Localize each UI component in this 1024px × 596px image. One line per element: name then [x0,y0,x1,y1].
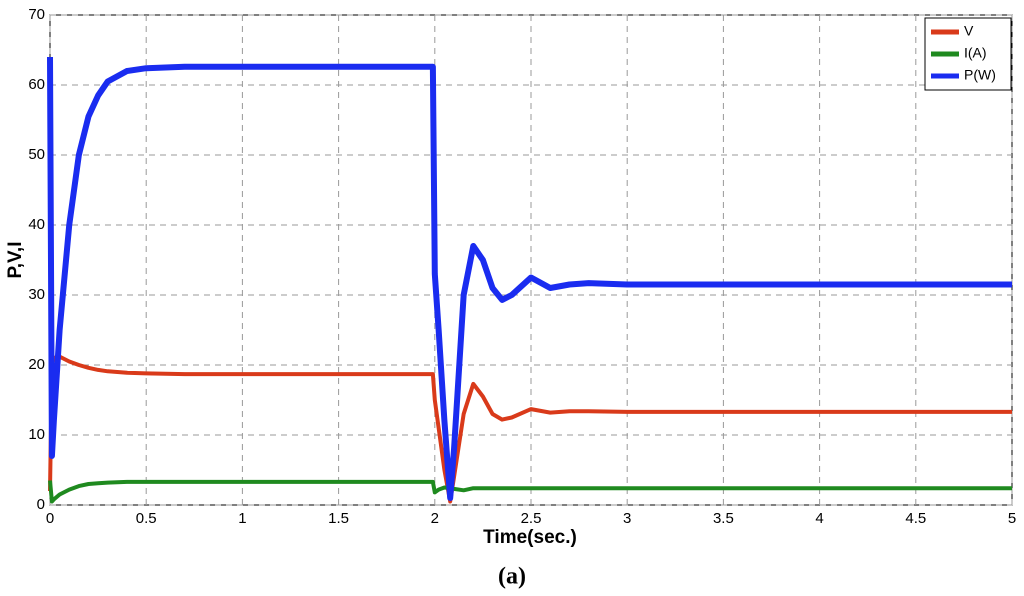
x-tick-label: 5 [1008,510,1016,527]
y-tick-label: 40 [28,216,45,233]
y-axis-label: P,V,I [5,242,26,279]
y-tick-label: 50 [28,146,45,163]
y-tick-label: 70 [28,6,45,23]
y-tick-label: 60 [28,76,45,93]
y-tick-label: 20 [28,356,45,373]
y-tick-label: 0 [37,496,45,513]
x-tick-label: 2.5 [521,510,542,527]
legend-label: P(W) [964,67,996,83]
caption: (a) [498,564,526,590]
series-line [48,354,1012,504]
x-tick-label: 0 [46,510,54,527]
y-tick-label: 10 [28,426,45,443]
legend-label: V [964,23,974,39]
x-tick-label: 3 [623,510,631,527]
x-tick-label: 4.5 [905,510,926,527]
x-tick-label: 3.5 [713,510,734,527]
x-tick-label: 2 [431,510,439,527]
x-tick-label: 1.5 [328,510,349,527]
x-axis-label: Time(sec.) [483,527,577,548]
legend-label: I(A) [964,45,987,61]
x-tick-label: 4 [815,510,823,527]
series-line [47,56,1012,501]
x-tick-label: 1 [238,510,246,527]
y-tick-label: 30 [28,286,45,303]
x-tick-label: 0.5 [136,510,157,527]
series-line [48,479,1012,504]
